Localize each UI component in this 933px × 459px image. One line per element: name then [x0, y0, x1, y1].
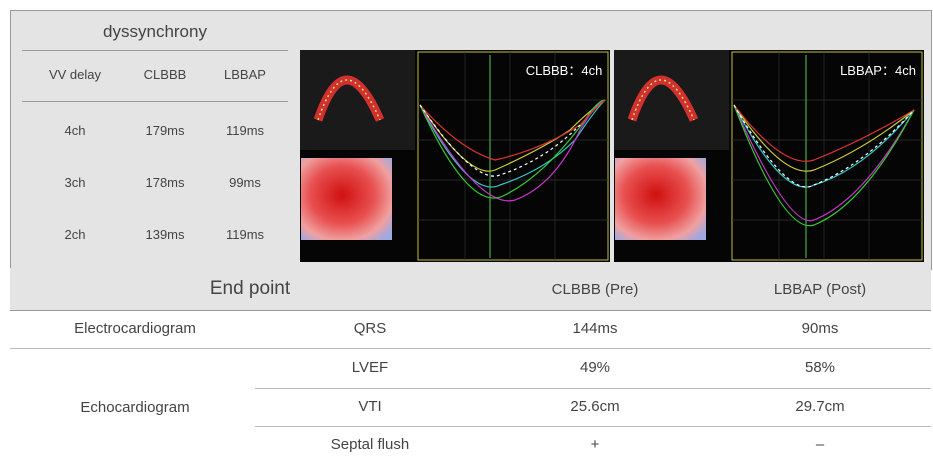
metric: VTI — [260, 397, 480, 417]
row-label: 2ch — [30, 225, 120, 245]
cell-value: + — [490, 435, 700, 455]
cell-value: 49% — [490, 358, 700, 378]
row-line — [255, 426, 931, 427]
metric: LVEF — [260, 358, 480, 378]
group-label: Echocardiogram — [20, 398, 250, 418]
cell-value: 119ms — [205, 121, 285, 141]
table-header: End point — [100, 279, 400, 299]
row-line — [10, 348, 931, 349]
group-label: Electrocardiogram — [20, 319, 250, 339]
panel-label: CLBBB：4ch — [526, 63, 603, 78]
cell-value: 119ms — [205, 225, 285, 245]
cell-value: 178ms — [125, 173, 205, 193]
cell-value: 144ms — [490, 319, 700, 339]
cell-value: 25.6cm — [490, 397, 700, 417]
row-line — [255, 388, 931, 389]
cell-value: 58% — [715, 358, 925, 378]
slide: dyssynchrony VV delay CLBBB LBBAP — [0, 0, 933, 459]
cell-value: 139ms — [125, 225, 205, 245]
table-header: CLBBB (Pre) — [490, 280, 700, 300]
cell-value: 90ms — [715, 319, 925, 339]
row-label: 3ch — [30, 173, 120, 193]
cell-value: – — [715, 435, 925, 455]
panel-label: LBBAP：4ch — [840, 63, 916, 78]
cell-value: 99ms — [205, 173, 285, 193]
table-header: LBBAP (Post) — [715, 280, 925, 300]
echo-panel: CLBBB：4ch — [300, 50, 610, 262]
cell-value: 29.7cm — [715, 397, 925, 417]
row-label: 4ch — [30, 121, 120, 141]
metric: Septal flush — [260, 435, 480, 455]
metric: QRS — [260, 319, 480, 339]
echo-panel: LBBAP：4ch — [614, 50, 924, 262]
cell-value: 179ms — [125, 121, 205, 141]
